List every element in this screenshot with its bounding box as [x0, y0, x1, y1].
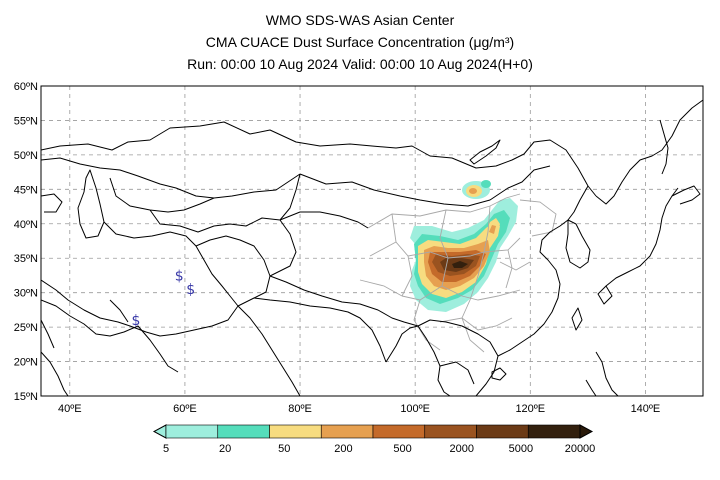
map-markers: $$$ — [132, 268, 196, 329]
colorbar-segment — [217, 424, 270, 439]
lon-tick-label: 80ºE — [288, 403, 312, 415]
dust-arm-northeast-core — [489, 225, 496, 234]
lat-tick-label: 40ºN — [14, 219, 38, 231]
lat-tick-label: 20ºN — [14, 357, 38, 369]
dollar-marker: $ — [132, 313, 141, 329]
colorbar-segment — [527, 424, 581, 439]
lat-tick-label: 50ºN — [14, 150, 38, 162]
colorbar-segment — [320, 424, 374, 439]
lat-tick-label: 25ºN — [14, 322, 38, 334]
latitude-labels: 60ºN 55ºN 50ºN 45ºN 40ºN 35ºN 30ºN 25ºN 20ºN 15ºN — [14, 81, 38, 403]
colorbar-label: 500 — [393, 443, 411, 455]
colorbar-segment — [476, 424, 529, 439]
dollar-marker: $ — [186, 282, 195, 298]
lat-tick-label: 30ºN — [14, 288, 38, 300]
dust-spot-north-east — [481, 180, 491, 188]
chart-subtitle: CMA CUACE Dust Surface Concentration (μg… — [205, 34, 515, 50]
lat-tick-label: 35ºN — [14, 253, 38, 265]
dust-level-20000 — [452, 261, 468, 268]
map-area: $$$ — [40, 85, 704, 397]
lon-tick-label: 60ºE — [173, 403, 197, 415]
dust-spot-north-inner — [469, 188, 477, 194]
colorbar-label: 2000 — [449, 443, 473, 455]
colorbar-label: 50 — [278, 443, 290, 455]
lat-tick-label: 45ºN — [14, 184, 38, 196]
lat-tick-label: 55ºN — [14, 115, 38, 127]
colorbar-segment — [372, 424, 426, 439]
lat-tick-label: 60ºN — [14, 81, 38, 93]
colorbar-extend-high — [579, 424, 594, 439]
lat-tick-label: 15ºN — [14, 391, 38, 403]
colorbar-extend-low — [152, 424, 167, 439]
lon-tick-label: 100ºE — [400, 403, 430, 415]
colorbar-label: 20000 — [565, 443, 596, 455]
lon-tick-label: 120ºE — [515, 403, 545, 415]
colorbar-label: 5 — [163, 443, 169, 455]
colorbar-label: 20 — [219, 443, 231, 455]
chart-title: WMO SDS-WAS Asian Center — [265, 12, 455, 28]
colorbar-segment — [165, 424, 219, 439]
colorbar-label: 5000 — [509, 443, 533, 455]
dollar-marker: $ — [175, 268, 184, 284]
colorbar-label: 200 — [334, 443, 352, 455]
longitude-labels: 40ºE 60ºE 80ºE 100ºE 120ºE 140ºE — [58, 403, 660, 415]
lon-tick-label: 40ºE — [58, 403, 82, 415]
lon-tick-label: 140ºE — [631, 403, 661, 415]
colorbar-segment — [269, 424, 322, 439]
colorbar-segment — [424, 424, 477, 439]
province-boundaries — [359, 193, 557, 353]
run-valid-time: Run: 00:00 10 Aug 2024 Valid: 00:00 10 A… — [187, 56, 533, 72]
country-boundaries — [41, 99, 703, 396]
colorbar: 5 20 50 200 500 2000 5000 20000 — [152, 424, 596, 455]
